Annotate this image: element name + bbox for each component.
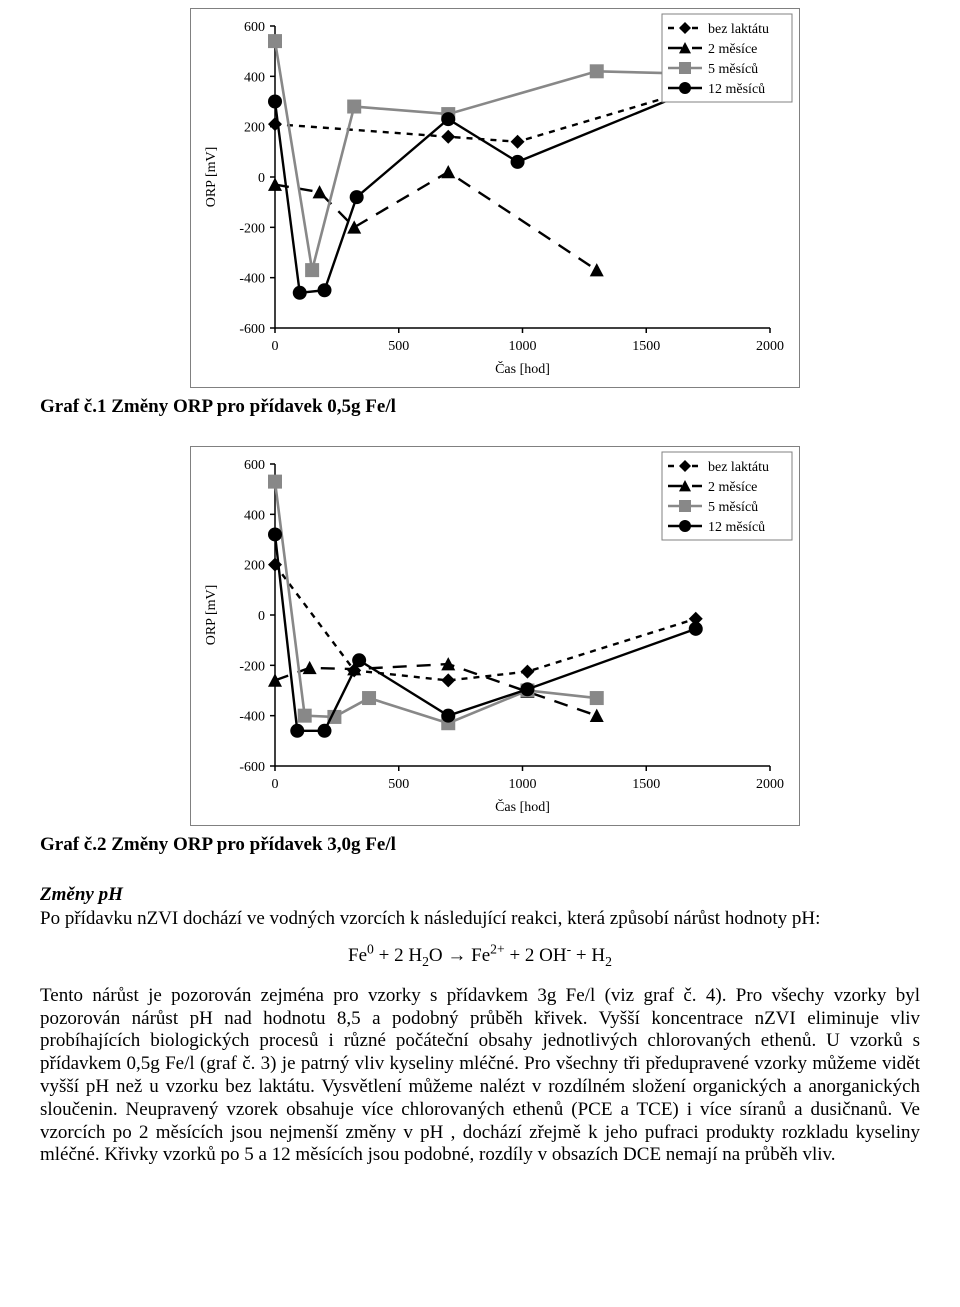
svg-text:0: 0 <box>258 609 265 624</box>
svg-text:2 měsíce: 2 měsíce <box>708 480 757 495</box>
orp-chart-2: -600 -400 -200 0 200 400 600 0 500 1000 1500 2000 Ča… <box>190 446 800 826</box>
svg-text:Čas [hod]: Čas [hod] <box>495 360 550 377</box>
svg-text:0: 0 <box>258 171 265 186</box>
svg-text:-200: -200 <box>239 659 265 674</box>
svg-text:1000: 1000 <box>509 777 537 792</box>
svg-text:Čas [hod]: Čas [hod] <box>495 798 550 815</box>
orp-chart-1: -600 -400 -200 0 200 400 600 0 500 1000 1500 2000 Ča… <box>190 8 800 388</box>
svg-text:0: 0 <box>272 777 279 792</box>
chart-1-container: -600 -400 -200 0 200 400 600 0 500 1000 1500 2000 Ča… <box>190 8 920 388</box>
svg-text:ORP [mV]: ORP [mV] <box>204 585 219 646</box>
svg-text:1000: 1000 <box>509 339 537 354</box>
svg-text:5 měsíců: 5 měsíců <box>708 62 758 77</box>
svg-text:bez laktátu: bez laktátu <box>708 460 769 475</box>
svg-text:-400: -400 <box>239 272 265 287</box>
svg-text:2000: 2000 <box>756 339 784 354</box>
chart-2-container: -600 -400 -200 0 200 400 600 0 500 1000 1500 2000 Ča… <box>190 446 920 826</box>
svg-text:12 měsíců: 12 měsíců <box>708 82 765 97</box>
paragraph-intro: Po přídavku nZVI dochází ve vodných vzor… <box>40 908 920 931</box>
svg-text:12 měsíců: 12 měsíců <box>708 520 765 535</box>
svg-text:-400: -400 <box>239 710 265 725</box>
svg-text:200: 200 <box>244 559 265 574</box>
svg-text:5 měsíců: 5 měsíců <box>708 500 758 515</box>
svg-text:1500: 1500 <box>632 339 660 354</box>
svg-text:2 měsíce: 2 měsíce <box>708 42 757 57</box>
svg-text:ORP [mV]: ORP [mV] <box>204 147 219 208</box>
svg-text:1500: 1500 <box>632 777 660 792</box>
svg-text:0: 0 <box>272 339 279 354</box>
paragraph-body: Tento nárůst je pozorován zejména pro vz… <box>40 985 920 1167</box>
svg-text:400: 400 <box>244 70 265 85</box>
section-heading-zmeny-ph: Změny pH <box>40 884 920 906</box>
svg-text:500: 500 <box>388 777 409 792</box>
chart-2-caption: Graf č.2 Změny ORP pro přídavek 3,0g Fe/… <box>40 834 920 856</box>
svg-text:600: 600 <box>244 458 265 473</box>
svg-text:-200: -200 <box>239 221 265 236</box>
svg-text:200: 200 <box>244 121 265 136</box>
svg-text:-600: -600 <box>239 322 265 337</box>
svg-text:600: 600 <box>244 20 265 35</box>
svg-text:2000: 2000 <box>756 777 784 792</box>
svg-text:-600: -600 <box>239 760 265 775</box>
chart-1-caption: Graf č.1 Změny ORP pro přídavek 0,5g Fe/… <box>40 396 920 418</box>
equation: Fe0 + 2 H2O → Fe2+ + 2 OH- + H2 <box>40 945 920 967</box>
svg-text:bez laktátu: bez laktátu <box>708 22 769 37</box>
svg-text:500: 500 <box>388 339 409 354</box>
svg-text:400: 400 <box>244 508 265 523</box>
